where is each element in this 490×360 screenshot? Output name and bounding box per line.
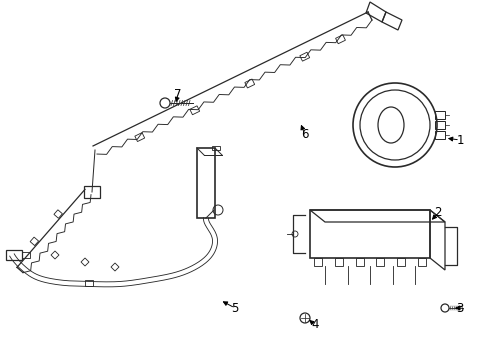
Text: 5: 5 xyxy=(231,302,239,315)
Text: 2: 2 xyxy=(434,207,442,220)
Text: 4: 4 xyxy=(311,319,319,332)
Bar xyxy=(85,280,93,286)
Bar xyxy=(418,258,426,266)
Bar xyxy=(84,186,100,198)
Bar xyxy=(356,258,364,266)
Bar xyxy=(397,258,405,266)
Bar xyxy=(376,258,384,266)
Bar xyxy=(435,131,445,139)
Bar xyxy=(335,258,343,266)
Bar xyxy=(435,121,445,129)
Bar xyxy=(310,210,430,258)
Bar xyxy=(212,146,220,150)
Bar xyxy=(435,111,445,119)
Text: 6: 6 xyxy=(301,129,309,141)
Text: 3: 3 xyxy=(456,302,464,315)
Text: 7: 7 xyxy=(174,89,182,102)
Text: 1: 1 xyxy=(456,134,464,147)
Bar xyxy=(6,250,22,260)
Bar xyxy=(22,252,30,258)
Bar xyxy=(314,258,322,266)
Bar xyxy=(197,148,215,218)
